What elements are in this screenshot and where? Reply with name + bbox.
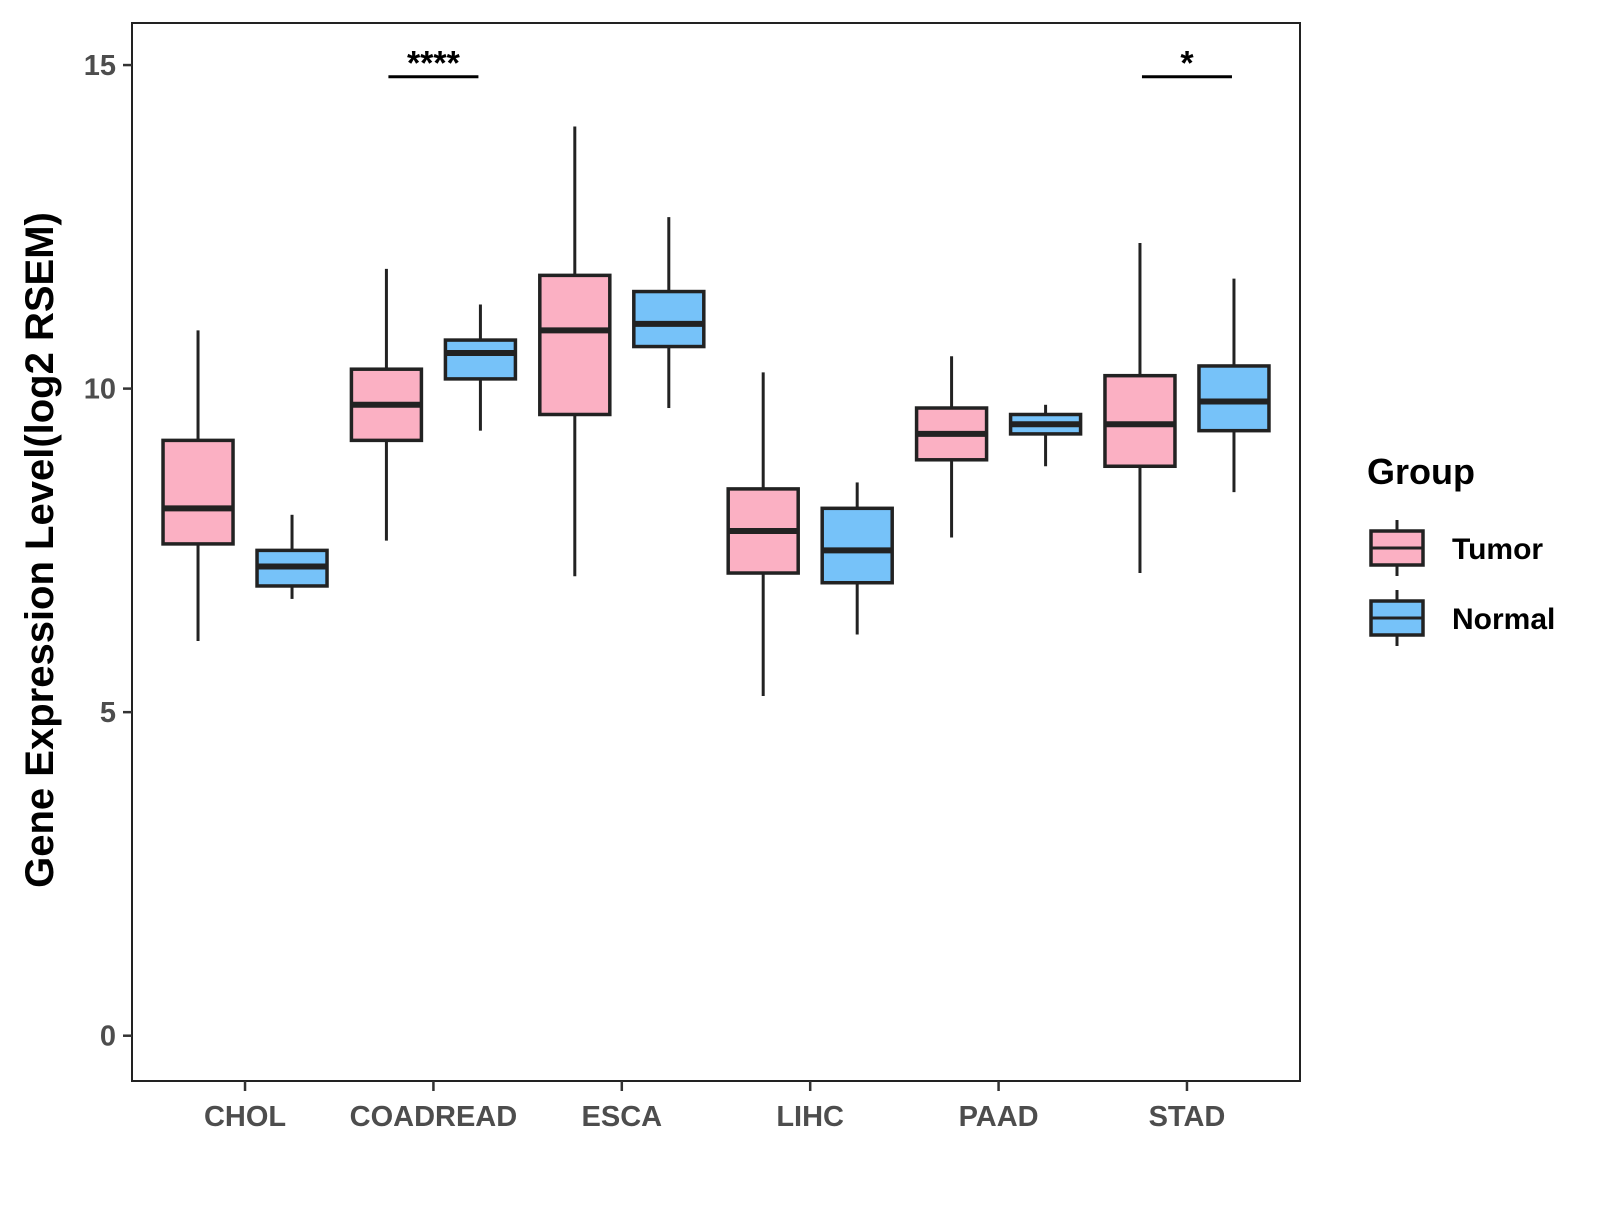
box-body (1197, 364, 1271, 433)
significance-label: * (1180, 45, 1194, 83)
plot-border (131, 22, 1301, 1082)
box-body (161, 438, 235, 546)
box-normal-stad (1197, 278, 1271, 493)
legend: Group Tumor Normal (1367, 451, 1555, 646)
axes: 0 5 10 15 CHOL COADREAD ESCA LIHC PAAD STAD (84, 22, 1301, 1133)
x-tick-label: CHOL (204, 1101, 286, 1133)
significance-label: **** (407, 45, 461, 83)
box-normal-lihc (820, 482, 894, 635)
box-tumor-lihc (726, 372, 800, 696)
y-tick-label: 5 (100, 697, 116, 729)
legend-key-normal (1369, 590, 1425, 646)
y-tick-label: 10 (84, 374, 116, 406)
box-tumor-stad (1103, 243, 1177, 574)
box-tumor-paad (914, 356, 989, 538)
box-body (820, 506, 894, 585)
plot-area: **** * (161, 45, 1271, 696)
y-axis-label: Gene Expression Level(log2 RSEM) (18, 212, 62, 888)
x-tick-label: PAAD (959, 1101, 1039, 1133)
box-body (443, 338, 518, 381)
x-tick-label: ESCA (582, 1101, 663, 1133)
legend-title: Group (1367, 451, 1475, 492)
box-normal-paad (1008, 404, 1083, 467)
legend-key-tumor (1369, 520, 1425, 576)
box-tumor-coadread (349, 268, 424, 541)
x-tick-label: COADREAD (350, 1101, 518, 1133)
box-tumor-esca (538, 126, 612, 577)
x-tick-label: LIHC (776, 1101, 844, 1133)
box-normal-coadread (443, 304, 518, 431)
box-body (538, 273, 612, 417)
y-tick-label: 15 (84, 50, 116, 82)
box-body (1103, 373, 1177, 469)
x-tick-label: STAD (1149, 1101, 1226, 1133)
legend-label-normal: Normal (1452, 603, 1555, 636)
box-tumor-chol (161, 330, 235, 641)
box-normal-chol (255, 514, 329, 599)
box-body (632, 289, 706, 349)
legend-label-tumor: Tumor (1452, 533, 1543, 566)
y-tick-label: 0 (100, 1021, 116, 1053)
box-normal-esca (632, 217, 706, 409)
